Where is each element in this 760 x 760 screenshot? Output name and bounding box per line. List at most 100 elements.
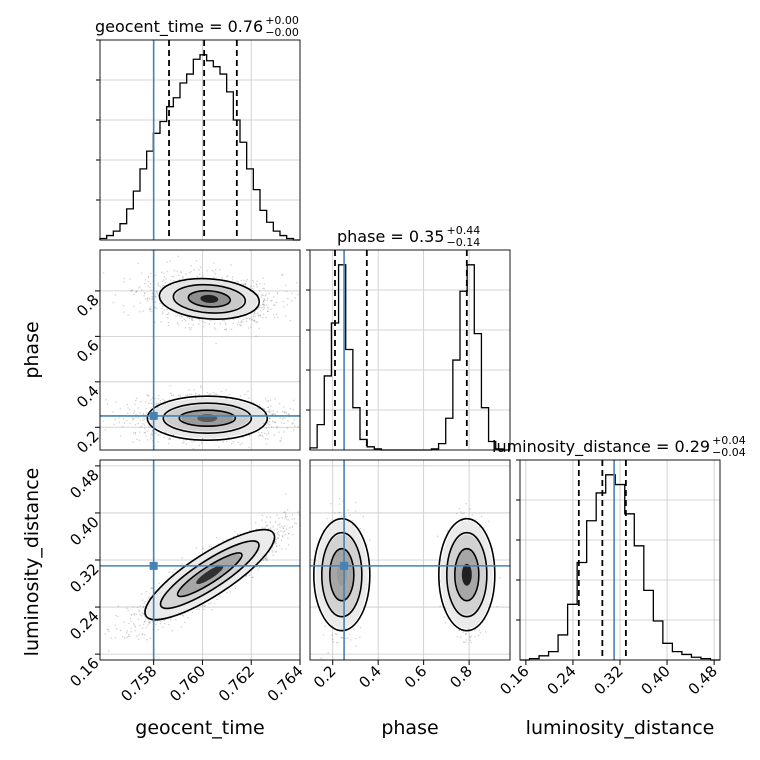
sample-point xyxy=(291,292,293,294)
sample-point xyxy=(140,593,143,595)
sample-point xyxy=(268,409,271,411)
sample-point xyxy=(213,602,215,604)
sample-point xyxy=(139,614,141,616)
sample-point xyxy=(135,291,137,293)
sample-point xyxy=(151,434,154,436)
sample-point xyxy=(266,304,268,306)
sample-point xyxy=(256,407,259,409)
sample-point xyxy=(230,328,233,330)
sample-point xyxy=(266,299,268,301)
sample-point xyxy=(195,547,198,549)
sample-point xyxy=(190,265,192,267)
sample-point xyxy=(132,418,134,420)
sample-point xyxy=(245,317,247,319)
sample-point xyxy=(244,393,246,396)
sample-point xyxy=(154,295,156,297)
sample-point xyxy=(112,302,114,304)
sample-point xyxy=(131,613,133,616)
sample-point xyxy=(236,323,239,326)
sample-point xyxy=(267,308,269,310)
sample-point xyxy=(258,306,260,308)
sample-point xyxy=(243,283,245,285)
sample-point xyxy=(460,636,462,638)
sample-point xyxy=(149,622,151,624)
sample-point xyxy=(150,306,152,308)
sample-point xyxy=(150,407,152,409)
sample-point xyxy=(160,321,162,323)
sample-point xyxy=(294,425,296,427)
sample-point xyxy=(206,270,208,272)
sample-point xyxy=(144,616,146,618)
sample-point xyxy=(114,294,117,296)
sample-point xyxy=(259,558,262,560)
sample-point xyxy=(258,327,260,330)
sample-point xyxy=(195,396,197,399)
sample-point xyxy=(163,284,165,286)
sample-point xyxy=(135,400,137,402)
sample-point xyxy=(263,300,265,302)
sample-point xyxy=(154,617,157,620)
sample-point xyxy=(276,291,278,294)
sample-point xyxy=(257,308,259,310)
sample-point xyxy=(257,294,259,296)
sample-point xyxy=(180,613,183,615)
sample-point xyxy=(273,304,275,306)
sample-point xyxy=(186,394,189,396)
sample-point xyxy=(145,590,148,593)
sample-point xyxy=(172,434,175,436)
sample-point xyxy=(181,316,183,318)
sample-point xyxy=(259,307,261,309)
sample-point xyxy=(283,306,285,308)
sample-point xyxy=(267,410,269,412)
sample-point xyxy=(245,320,248,322)
sample-point xyxy=(134,630,136,632)
sample-point xyxy=(264,437,267,440)
sample-point xyxy=(143,418,145,420)
sample-point xyxy=(196,276,198,278)
sample-point xyxy=(284,516,286,518)
sample-point xyxy=(249,529,251,532)
sample-point xyxy=(157,629,159,631)
sample-point xyxy=(133,412,135,414)
sample-point xyxy=(262,277,264,279)
sample-point xyxy=(284,411,286,413)
sample-point xyxy=(287,537,289,539)
sample-point xyxy=(293,419,296,421)
sample-point xyxy=(181,563,183,565)
sample-point xyxy=(262,303,264,306)
sample-point xyxy=(266,400,268,402)
sample-point xyxy=(277,533,279,535)
sample-point xyxy=(169,284,171,287)
sample-point xyxy=(239,395,242,397)
sample-point xyxy=(272,420,274,423)
sample-point xyxy=(131,289,133,291)
sample-point xyxy=(268,528,270,530)
sample-point xyxy=(149,308,151,310)
sample-point xyxy=(247,327,249,329)
sample-point xyxy=(170,619,172,621)
sample-point xyxy=(179,614,182,616)
sample-point xyxy=(142,423,144,425)
sample-point xyxy=(274,304,276,306)
sample-point xyxy=(136,290,138,292)
sample-point xyxy=(267,406,269,409)
sample-point xyxy=(148,426,150,428)
sample-point xyxy=(146,300,149,302)
sample-point xyxy=(259,315,261,317)
sample-point xyxy=(150,402,153,405)
sample-point xyxy=(145,407,148,409)
sample-point xyxy=(297,511,299,513)
sample-point xyxy=(165,278,167,280)
sample-point xyxy=(251,576,253,578)
sample-point xyxy=(191,441,193,443)
sample-point xyxy=(246,318,248,320)
sample-point xyxy=(137,407,139,409)
sample-point xyxy=(200,266,202,268)
sample-point xyxy=(127,412,129,414)
sample-point xyxy=(160,271,163,273)
sample-point xyxy=(240,321,242,323)
sample-point xyxy=(213,271,215,273)
sample-point xyxy=(264,295,267,297)
sample-point xyxy=(147,298,149,300)
sample-point xyxy=(270,405,272,407)
